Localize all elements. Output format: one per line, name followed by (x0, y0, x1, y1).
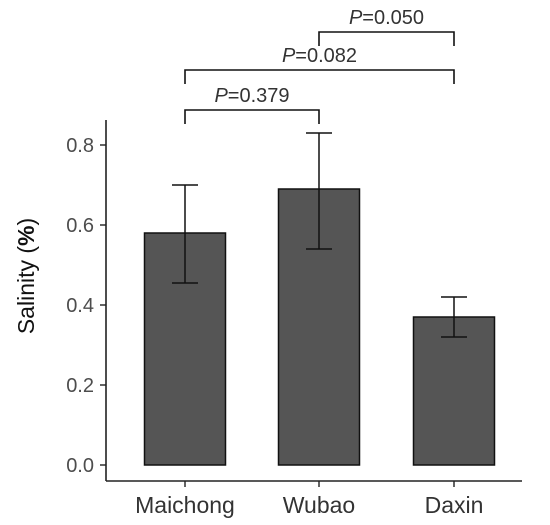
y-tick-label: 0.0 (66, 455, 94, 477)
x-tick-label: Wubao (283, 492, 355, 518)
p-value-prefix: P (349, 7, 363, 29)
y-axis-label-close: ) (13, 218, 39, 226)
bar (412, 316, 496, 466)
y-axis-label-text: Salinity ( (13, 246, 39, 335)
y-tick-label: 0.6 (66, 215, 94, 237)
p-value-label: P=0.082 (282, 45, 357, 67)
significance-bracket (184, 69, 455, 84)
x-axis-ticks: Maichong Wubao Daxin (135, 481, 483, 518)
p-value-number: =0.379 (228, 85, 290, 107)
y-tick-label: 0.2 (66, 375, 94, 397)
x-tick-label: Maichong (135, 492, 235, 518)
significance-bracket (184, 109, 320, 124)
plot-area (143, 132, 496, 466)
y-axis-ticks: 0.0 0.2 0.4 0.6 0.8 (66, 135, 106, 477)
significance-bracket (318, 31, 455, 46)
y-axis-label-unit: % (13, 226, 39, 246)
p-value-number: =0.050 (362, 7, 424, 29)
p-value-prefix: P (214, 85, 228, 107)
x-tick-label: Daxin (425, 492, 484, 518)
y-axis-label: Salinity (%) (13, 218, 39, 334)
p-value-label: P=0.050 (349, 7, 424, 29)
y-tick-label: 0.4 (66, 295, 94, 317)
p-value-number: =0.082 (295, 45, 357, 67)
y-tick-label: 0.8 (66, 135, 94, 157)
p-value-label: P=0.379 (214, 85, 289, 107)
p-value-prefix: P (282, 45, 296, 67)
